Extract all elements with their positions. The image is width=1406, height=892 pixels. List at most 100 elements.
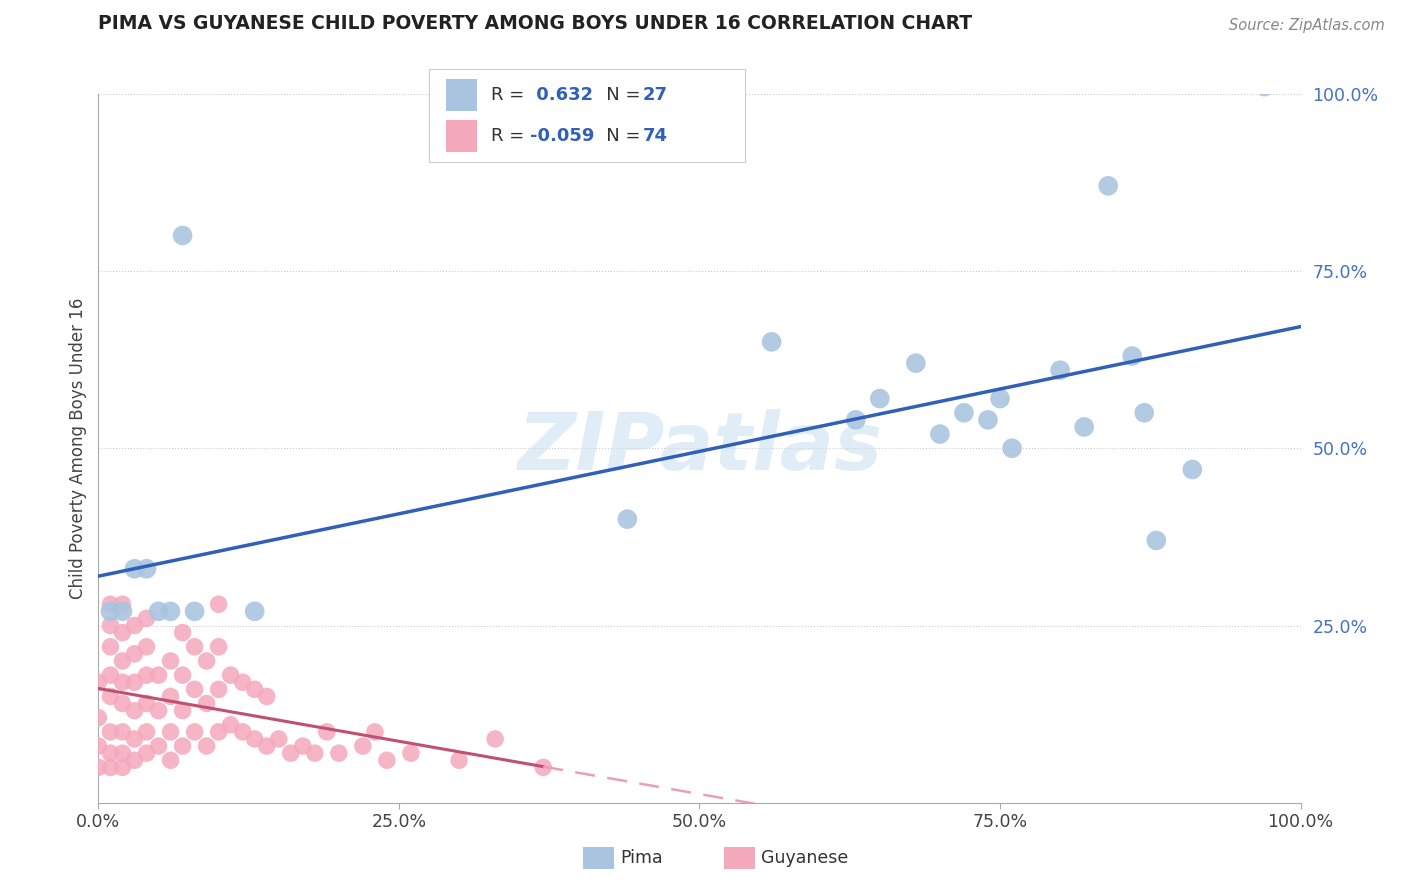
Point bbox=[1073, 420, 1095, 434]
Point bbox=[1181, 462, 1204, 476]
Point bbox=[183, 682, 205, 697]
Point bbox=[183, 724, 205, 739]
Point bbox=[111, 724, 134, 739]
Point bbox=[208, 682, 231, 697]
Point bbox=[484, 731, 506, 746]
Point bbox=[124, 562, 146, 576]
Point bbox=[1049, 363, 1071, 377]
Text: 27: 27 bbox=[643, 86, 668, 103]
Text: Source: ZipAtlas.com: Source: ZipAtlas.com bbox=[1229, 18, 1385, 33]
Point bbox=[148, 604, 170, 618]
Point bbox=[148, 704, 170, 718]
Text: 74: 74 bbox=[643, 128, 668, 145]
Point bbox=[172, 704, 194, 718]
Point bbox=[135, 746, 157, 760]
Point bbox=[159, 753, 181, 767]
Point bbox=[135, 724, 157, 739]
Point bbox=[208, 640, 231, 654]
Text: R =: R = bbox=[491, 86, 530, 103]
Point bbox=[172, 625, 194, 640]
Point bbox=[1144, 533, 1167, 548]
Point bbox=[256, 739, 278, 753]
Point bbox=[1253, 79, 1275, 94]
Point bbox=[243, 604, 266, 618]
Point bbox=[100, 640, 122, 654]
Point bbox=[977, 413, 1000, 427]
Point bbox=[291, 739, 314, 753]
Text: Guyanese: Guyanese bbox=[761, 849, 848, 867]
Point bbox=[219, 668, 242, 682]
Point bbox=[988, 392, 1011, 406]
Point bbox=[183, 640, 205, 654]
Point bbox=[135, 562, 157, 576]
Point bbox=[172, 668, 194, 682]
Point bbox=[845, 413, 868, 427]
Point bbox=[159, 690, 181, 704]
Point bbox=[195, 739, 218, 753]
Point bbox=[111, 697, 134, 711]
Point bbox=[195, 697, 218, 711]
Point bbox=[904, 356, 927, 370]
Point bbox=[135, 668, 157, 682]
Point bbox=[100, 760, 122, 774]
Point bbox=[531, 760, 554, 774]
Point bbox=[87, 711, 110, 725]
Point bbox=[87, 739, 110, 753]
Point bbox=[761, 334, 783, 349]
Point bbox=[100, 597, 122, 611]
Point bbox=[195, 654, 218, 668]
Point bbox=[869, 392, 891, 406]
Point bbox=[172, 228, 194, 243]
Text: N =: N = bbox=[589, 128, 647, 145]
Point bbox=[1121, 349, 1143, 363]
Point bbox=[159, 724, 181, 739]
Point bbox=[124, 675, 146, 690]
Point bbox=[111, 760, 134, 774]
Point bbox=[928, 427, 950, 442]
Point bbox=[159, 604, 181, 618]
Point bbox=[100, 690, 122, 704]
Point bbox=[616, 512, 638, 526]
Y-axis label: Child Poverty Among Boys Under 16: Child Poverty Among Boys Under 16 bbox=[69, 298, 87, 599]
Point bbox=[352, 739, 374, 753]
Point bbox=[1097, 178, 1119, 193]
Point bbox=[208, 597, 231, 611]
Point bbox=[124, 647, 146, 661]
Point bbox=[953, 406, 976, 420]
Point bbox=[111, 604, 134, 618]
Point bbox=[87, 675, 110, 690]
Point bbox=[1001, 442, 1024, 456]
Point bbox=[148, 668, 170, 682]
Point bbox=[315, 724, 337, 739]
Point bbox=[124, 704, 146, 718]
Point bbox=[111, 654, 134, 668]
Point bbox=[183, 604, 205, 618]
Text: ZIPatlas: ZIPatlas bbox=[517, 409, 882, 487]
Point bbox=[375, 753, 398, 767]
Point bbox=[447, 753, 470, 767]
Point bbox=[100, 618, 122, 632]
Point bbox=[219, 718, 242, 732]
Point bbox=[280, 746, 302, 760]
Point bbox=[100, 724, 122, 739]
Point bbox=[399, 746, 422, 760]
Point bbox=[267, 731, 290, 746]
Point bbox=[111, 597, 134, 611]
Point bbox=[124, 731, 146, 746]
Point bbox=[1133, 406, 1156, 420]
Text: 0.632: 0.632 bbox=[530, 86, 593, 103]
Point bbox=[111, 625, 134, 640]
Point bbox=[135, 640, 157, 654]
Point bbox=[100, 604, 122, 618]
Point bbox=[328, 746, 350, 760]
Point bbox=[87, 760, 110, 774]
Text: PIMA VS GUYANESE CHILD POVERTY AMONG BOYS UNDER 16 CORRELATION CHART: PIMA VS GUYANESE CHILD POVERTY AMONG BOY… bbox=[98, 14, 973, 33]
Point bbox=[159, 654, 181, 668]
Point bbox=[243, 682, 266, 697]
Point bbox=[135, 611, 157, 625]
Point bbox=[364, 724, 387, 739]
Text: R =: R = bbox=[491, 128, 530, 145]
Point bbox=[100, 746, 122, 760]
Point bbox=[232, 724, 254, 739]
Point bbox=[256, 690, 278, 704]
